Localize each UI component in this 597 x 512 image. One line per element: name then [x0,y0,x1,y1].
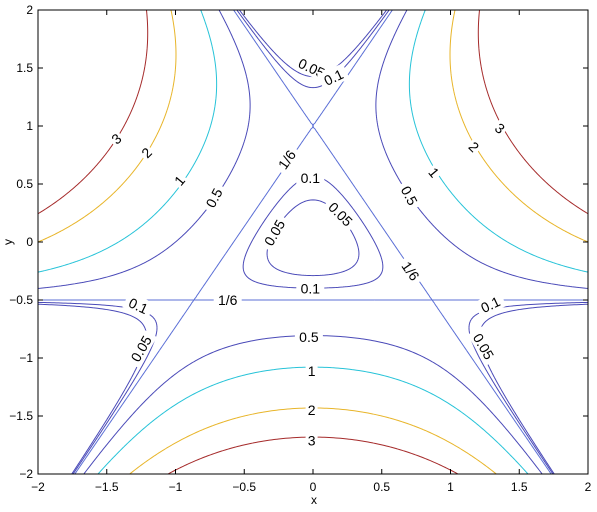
y-tick-label: 1.5 [16,61,33,75]
contour-label-text: 0.1 [478,293,503,316]
contour-label-bg [305,431,318,449]
x-tick-label: 1.5 [511,480,528,494]
contour-label-bg [424,162,445,183]
contour-label-text: 0.1 [126,294,151,317]
contour-labels: 0.050.11/60.10.050.050.11/61/60.10.050.1… [106,52,511,449]
contour-label-6: 0.1 [296,279,325,297]
contour-label-bg [168,170,190,191]
contour-label-text: 0.5 [299,329,319,345]
contour-label-1: 0.1 [317,63,350,91]
contour-label-bg [395,179,424,212]
contour-label-bg [271,142,302,176]
contour-level-4 [37,9,589,475]
y-tick-label: 0 [26,235,33,249]
x-tick-label: −2 [31,480,45,494]
contour-label-bg [124,328,158,369]
contour-label-9: 0.1 [122,291,155,319]
x-tick-label: −1.5 [95,480,119,494]
x-axis-label: x [311,493,317,507]
contour-label-15: 0.5 [294,328,323,346]
y-tick-label: −1 [19,351,33,365]
x-tick-label: 2 [585,480,592,494]
x-tick-label: 1 [447,480,454,494]
contour-level-3 [37,9,589,475]
x-tick-label: 0.5 [373,480,390,494]
y-tick-label: −1.5 [9,409,33,423]
contour-label-bg [296,169,325,187]
x-tick-label: 0 [310,480,317,494]
y-axis-label: y [1,239,15,245]
contour-label-24: 3 [305,431,318,449]
x-axis-ticks: −2 −1.5 −1 −0.5 0 0.5 1 1.5 2 [31,10,592,494]
x-tick-label: −1 [169,480,183,494]
y-tick-label: −0.5 [9,293,33,307]
contour-label-text: 0.1 [321,66,346,89]
contour-level-5 [37,9,589,475]
y-tick-label: 2 [26,3,33,17]
contour-label-bg [213,291,242,308]
contour-label-text: 0.1 [301,280,321,296]
contour-label-text: 1/6 [218,292,238,308]
y-tick-label: −2 [19,467,33,481]
contour-label-bg [122,291,155,319]
contour-label-bg [135,142,157,163]
contour-label-3: 0.1 [296,169,325,187]
contour-label-bg [257,212,291,253]
contour-label-bg [464,136,485,157]
contour-label-bg [322,195,360,233]
contour-label-bg [294,328,323,346]
contour-label-bg [317,63,350,91]
contour-label-8: 1/6 [213,291,242,308]
contour-label-text: 2 [308,402,316,418]
contour-label-11: 0.1 [473,290,507,318]
y-axis-ticks: 2 1.5 1 0.5 0 −0.5 −1 −1.5 −2 [9,3,588,481]
contour-label-text: 3 [308,432,316,448]
contour-label-text: 1 [308,363,316,379]
contour-label-bg [106,128,127,149]
contour-label-bg [490,117,511,139]
contour-label-bg [467,326,501,366]
contour-label-bg [296,279,325,297]
y-tick-label: 1 [26,119,33,133]
contour-label-bg [305,361,318,379]
contour-label-18: 1 [305,361,318,379]
x-tick-label: −0.5 [232,480,256,494]
y-tick-label: 0.5 [16,177,33,191]
contour-label-bg [199,181,228,215]
contour-label-21: 2 [305,401,318,419]
contour-label-text: 0.1 [301,170,321,186]
contour-label-bg [396,254,427,288]
contour-label-bg [473,290,507,318]
contour-label-bg [305,401,318,419]
